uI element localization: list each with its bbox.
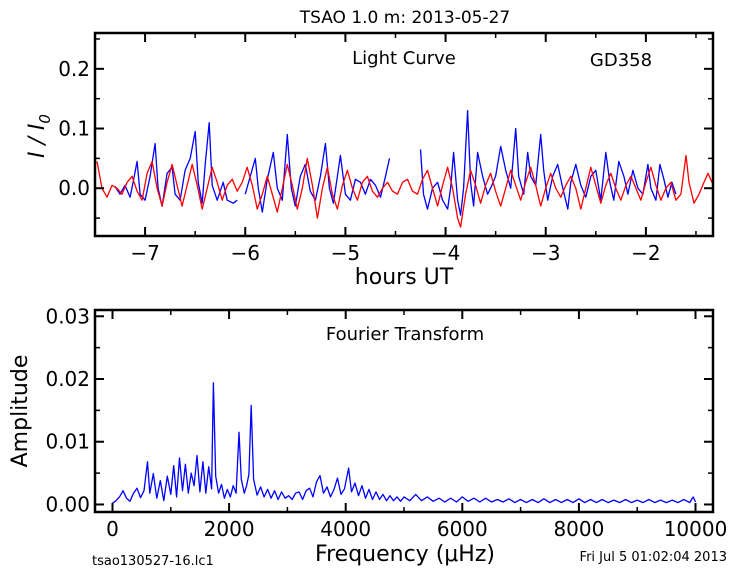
light-curve-ticks: −7 −6 −5 −4 −3 −2 0.0 0.1 0.2 [58, 31, 715, 265]
fourier-y-tick-label: 0.02 [45, 367, 90, 391]
fourier-series-line-0 [112, 382, 697, 504]
figure-title: TSAO 1.0 m: 2013-05-27 [299, 8, 511, 28]
fourier-y-tick-label: 0.00 [45, 492, 90, 516]
light-curve-y-tick-label: 0.2 [58, 57, 90, 81]
light-curve-y-axis-label-main: I / I [25, 124, 50, 158]
light-curve-x-tick-label: −6 [231, 241, 260, 265]
light-curve-x-tick-label: −5 [331, 241, 360, 265]
light-curve-axes-frame [93, 31, 715, 238]
light-curve-x-tick-label: −3 [531, 241, 560, 265]
fourier-y-tick-label: 0.01 [45, 430, 90, 454]
light-curve-panel: −7 −6 −5 −4 −3 −20.00.10.2 Light Curve GD358 … [25, 31, 715, 290]
light-curve-series-line-0 [114, 109, 677, 216]
light-curve-y-tick-label: 0.1 [58, 117, 90, 141]
light-curve-series-line-1 [96, 154, 713, 228]
fourier-ticks: 0 2000 4000 6000 8000 10000 0.00 0.01 0.02 0.03 [45, 304, 727, 541]
fourier-x-tick-label: 6000 [437, 517, 488, 541]
fourier-x-tick-label: 8000 [553, 517, 604, 541]
fourier-transform-title: Fourier Transform [326, 324, 484, 345]
target-name-label: GD358 [590, 50, 652, 71]
timestamp-label: Fri Jul 5 01:02:04 2013 [580, 550, 727, 565]
fourier-series [112, 382, 697, 504]
light-curve-title: Light Curve [352, 48, 456, 69]
light-curve-y-axis-label-subscript: 0 [36, 114, 54, 124]
fourier-x-tick-label: 0 [106, 517, 119, 541]
light-curve-x-tick-label: −4 [431, 241, 460, 265]
light-curve-y-axis-label: I / I0 [25, 114, 54, 158]
fourier-x-tick-label: 4000 [320, 517, 371, 541]
filename-label: tsao130527-16.lc1 [92, 554, 214, 569]
fourier-x-axis-label: Frequency (μHz) [315, 542, 495, 567]
light-curve-series [96, 109, 713, 228]
light-curve-y-tick-label: 0.0 [58, 176, 90, 200]
fourier-x-tick-label: 2000 [204, 517, 255, 541]
light-curve-x-axis-label: hours UT [355, 265, 454, 290]
light-curve-x-tick-label: −2 [631, 241, 660, 265]
fourier-y-tick-label: 0.03 [45, 304, 90, 328]
fourier-transform-panel: 0 2000 4000 6000 8000 10000 0.00 0.01 0.02 0.03 F… [8, 304, 727, 567]
fourier-x-tick-label: 10000 [664, 517, 728, 541]
fourier-y-axis-label: Amplitude [8, 355, 33, 468]
light-curve-x-tick-label: −7 [130, 241, 159, 265]
